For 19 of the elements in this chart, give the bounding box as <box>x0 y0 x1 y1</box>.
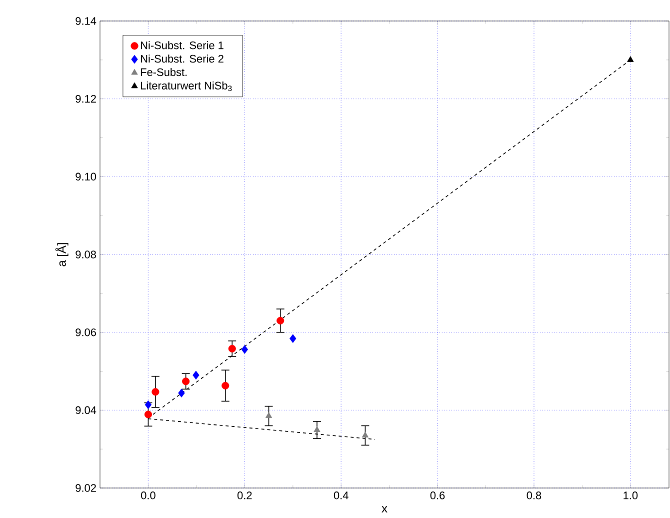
y-tick-label: 9.06 <box>76 328 96 336</box>
x-tick-label: 0.6 <box>430 492 445 500</box>
legend-label: Ni-Subst. Serie 1 <box>141 41 224 50</box>
y-tick-label: 9.14 <box>76 17 96 25</box>
x-tick-label: 0.8 <box>526 492 542 500</box>
y-tick-label: 9.08 <box>76 250 96 258</box>
legend-label: Literaturwert NiSb$_{3}$ <box>141 81 232 92</box>
legend-label: Fe-Subst. <box>141 68 187 76</box>
y-tick-label: 9.10 <box>76 172 96 181</box>
y-tick-label: 9.12 <box>76 94 96 103</box>
y-axis-title: a [Å] <box>55 243 68 266</box>
x-tick-label: 1.0 <box>624 492 638 500</box>
x-tick-label: 0.2 <box>237 492 252 500</box>
x-tick-label: 0.4 <box>334 492 348 500</box>
x-tick-label: 0.0 <box>141 492 156 500</box>
x-axis-title: x <box>382 506 388 512</box>
y-tick-label: 9.02 <box>76 484 96 492</box>
legend-label: Ni-Subst. Serie 2 <box>141 54 224 63</box>
y-tick-label: 9.04 <box>76 406 96 414</box>
